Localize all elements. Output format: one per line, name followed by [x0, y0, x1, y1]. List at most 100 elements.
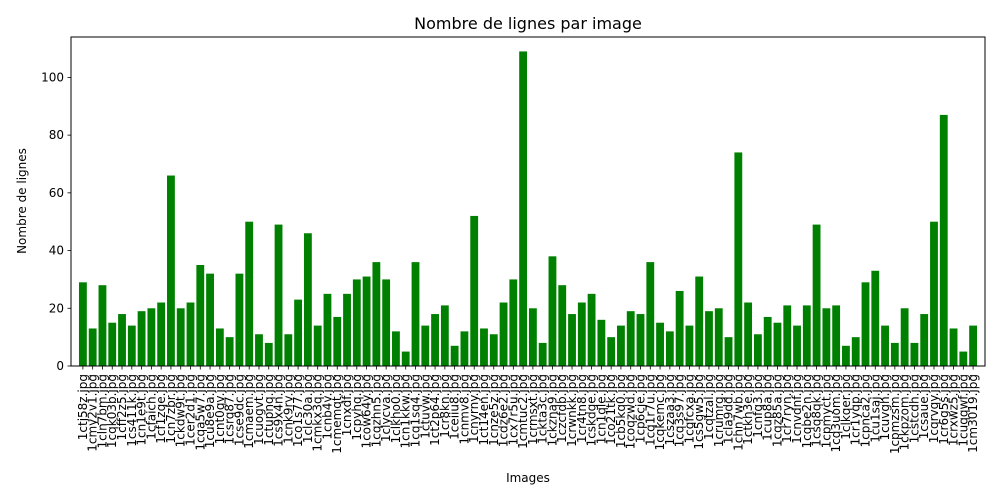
x-tick-label: 1cq1sq4.jpg — [409, 374, 423, 447]
x-tick-label: 1cq3uom.jpg — [829, 374, 843, 453]
x-tick-label: 1cmemqt.jpg — [330, 374, 344, 454]
bar — [333, 316, 342, 366]
bar — [646, 262, 655, 366]
x-tick-label: 1cm3019.jpg — [966, 374, 980, 453]
x-tick-label: 1csq8qk.jpg — [810, 374, 824, 447]
bar — [920, 314, 929, 366]
bar — [753, 334, 762, 366]
x-tick-label: 1cn7zbr.jpg — [164, 374, 178, 444]
x-tick-label: 1cqzhn5.jpg — [369, 374, 383, 447]
bar — [587, 293, 596, 366]
x-tick-label: 1cla9dd.jpg — [722, 374, 736, 444]
bar — [284, 334, 293, 366]
bar — [793, 325, 801, 366]
x-tick-label: 1crxwz5.jpg — [947, 374, 961, 446]
bar — [538, 342, 547, 366]
x-tick-label: 1cu1saj.jpg — [868, 374, 882, 443]
bar — [362, 276, 371, 366]
bar — [499, 302, 508, 366]
bar — [548, 256, 557, 366]
x-tick-label: 1cfaich.jpg — [144, 374, 158, 440]
bar — [245, 221, 254, 366]
x-tick-label: 1cup8a.jpg — [761, 374, 775, 441]
x-tick-label: 1cuogvt.jpg — [252, 374, 266, 445]
bar — [323, 293, 332, 366]
x-tick-label: 1co21tk.jpg — [604, 374, 618, 445]
bar — [656, 322, 664, 366]
bar — [890, 342, 899, 366]
x-tick-label: 1co1s77.jpg — [291, 374, 305, 447]
bar — [450, 345, 459, 366]
x-tick-label: 1cnt0qv.jpg — [213, 374, 227, 444]
x-tick-label: 1ct14en.jpg — [477, 374, 491, 446]
x-tick-label: 1cpmzsm.jpg — [888, 374, 902, 454]
x-tick-label: 1cr4tn8.jpg — [575, 374, 589, 443]
x-tick-label: 1cr6g5s.jpg — [937, 374, 951, 445]
y-tick-label: 100 — [41, 70, 64, 84]
bar — [930, 221, 938, 366]
bar — [636, 314, 645, 366]
x-tick-label: 1cpmyct.jpg — [819, 374, 833, 448]
bar — [118, 314, 126, 366]
bar — [382, 279, 391, 366]
bar — [489, 334, 498, 366]
bar — [607, 337, 616, 366]
x-tick-label: 1czcfdb.jpg — [555, 374, 569, 443]
bar — [440, 305, 449, 366]
bar — [411, 262, 420, 366]
bar — [900, 308, 909, 366]
bar — [147, 308, 156, 366]
bar — [705, 311, 713, 366]
x-tick-label: 1coqzwd.jpg — [624, 374, 638, 449]
x-tick-label: 1cnk9rv.jpg — [281, 374, 295, 444]
x-tick-label: 1cq1r7u.jpg — [643, 374, 657, 446]
x-tick-label: 1ckta3c.jpg — [536, 374, 550, 444]
bar — [871, 270, 880, 366]
bars-group — [78, 51, 978, 367]
x-tick-label: 1cn1kkw.jpg — [399, 374, 413, 448]
x-tick-label: 1cqrvqy.jpg — [927, 374, 941, 443]
bar — [98, 285, 107, 366]
y-axis-label: Nombre de lignes — [15, 148, 29, 254]
bar — [626, 311, 635, 366]
x-tick-label: 1cu8e9a.jpg — [203, 374, 217, 448]
bar — [88, 328, 97, 366]
bar — [773, 322, 782, 366]
bar — [127, 325, 136, 366]
x-tick-label: 1ctupnq.jpg — [262, 374, 276, 446]
bar — [303, 233, 312, 366]
x-tick-label: 1cq3s97.jpg — [673, 374, 687, 447]
bar — [343, 293, 351, 366]
bar — [949, 328, 958, 366]
x-tick-label: 1cqk03b.jpg — [105, 374, 119, 448]
x-tick-label: 1cow64y.jpg — [360, 374, 374, 448]
bar — [176, 308, 185, 366]
x-tick-label: 1ct2p64.jpg — [428, 374, 442, 446]
bar — [294, 299, 303, 366]
x-tick-label: 1cn1qle.jpg — [594, 374, 608, 444]
bar — [763, 316, 772, 366]
bar — [910, 342, 919, 366]
bar — [255, 334, 263, 366]
bar — [137, 311, 146, 366]
bar — [597, 319, 606, 366]
x-tick-label: 1ceiiu8.jpg — [448, 374, 462, 440]
x-tick-label: 1csrq87.jpg — [223, 374, 237, 444]
bar — [822, 308, 831, 366]
bar — [509, 279, 518, 366]
bar — [264, 342, 273, 366]
x-tick-label: 1ctj58z.jpg — [76, 374, 90, 440]
bar — [783, 305, 792, 366]
x-tick-label: 1cnvdnf.jpg — [790, 374, 804, 444]
x-tick-label: 1cs5gw5.jpg — [692, 374, 706, 450]
bar — [685, 325, 694, 366]
x-tick-label: 1ckpzom.jpg — [898, 374, 912, 451]
bar — [528, 308, 537, 366]
x-tick-label: 1cmy2v1.jpg — [86, 374, 100, 452]
bar — [235, 273, 244, 366]
x-tick-label: 1cs411k.jpg — [125, 374, 139, 447]
x-tick-label: 1cx7r5u.jpg — [506, 374, 520, 446]
x-axis: 1ctj58z.jpg1cmy2v1.jpg1cln7bm.jpg1cqk03b… — [76, 366, 980, 454]
x-tick-label: 1cf1zqe.jpg — [154, 374, 168, 444]
bar — [695, 276, 704, 366]
